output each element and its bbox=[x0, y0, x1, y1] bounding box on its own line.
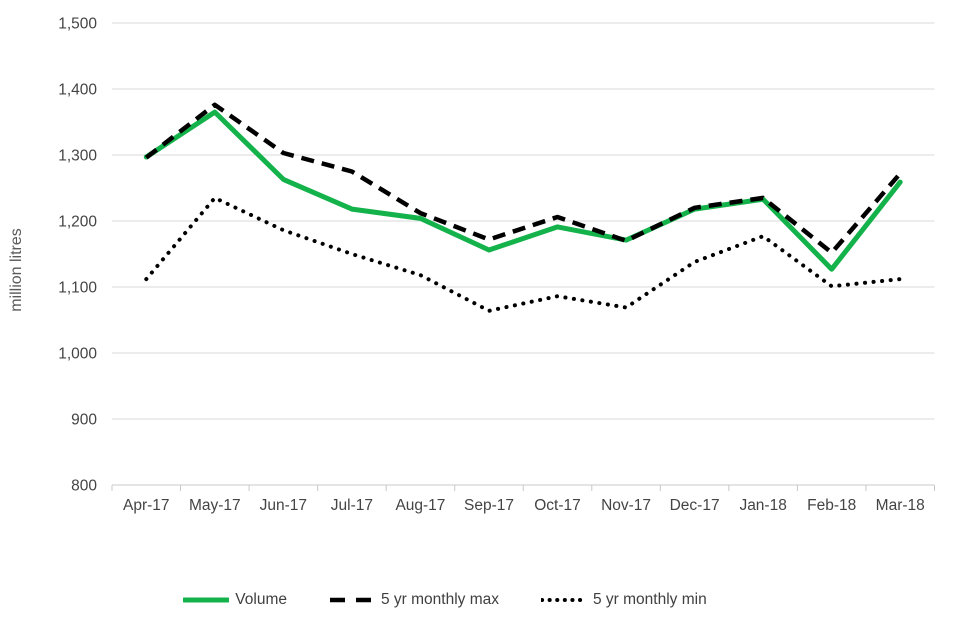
x-tick-label: Jul-17 bbox=[331, 497, 373, 514]
y-tick-label: 1,000 bbox=[58, 346, 97, 363]
y-tick-label: 900 bbox=[71, 412, 97, 429]
series-line-5-yr-monthly-max bbox=[144, 102, 902, 255]
legend-item-volume: Volume bbox=[183, 591, 287, 609]
x-tick-label: Aug-17 bbox=[395, 497, 445, 514]
x-tick-label: Apr-17 bbox=[123, 497, 170, 514]
x-tick-label: Sep-17 bbox=[464, 497, 514, 514]
y-tick-label: 1,400 bbox=[58, 82, 97, 99]
x-tick-label: Mar-18 bbox=[876, 497, 925, 514]
legend-swatch-volume-icon bbox=[183, 597, 230, 603]
axis-labels: 800 900 1,000 1,100 1,200 1,300 1,400 1,500 Apr-… bbox=[58, 16, 925, 515]
x-tick-label: Feb-18 bbox=[807, 497, 856, 514]
legend-item-max: 5 yr monthly max bbox=[329, 591, 499, 609]
legend-label-min: 5 yr monthly min bbox=[593, 591, 707, 608]
y-tick-label: 1,300 bbox=[58, 148, 97, 165]
series-line-5-yr-monthly-min bbox=[144, 195, 903, 313]
y-tick-label: 1,500 bbox=[58, 16, 97, 33]
y-axis-title: million litres bbox=[8, 228, 25, 312]
x-tick-label: Jan-18 bbox=[739, 497, 786, 514]
x-tick-label: Dec-17 bbox=[670, 497, 720, 514]
series-line-volume bbox=[143, 109, 903, 272]
chart-legend: Volume 5 yr monthly max 5 yr monthly min bbox=[0, 591, 925, 609]
legend-item-min: 5 yr monthly min bbox=[541, 591, 707, 609]
x-tick-label: Oct-17 bbox=[534, 497, 581, 514]
legend-swatch-min-icon bbox=[541, 598, 587, 602]
y-tick-label: 1,100 bbox=[58, 280, 97, 297]
x-tick-label: Nov-17 bbox=[601, 497, 651, 514]
y-tick-label: 1,200 bbox=[58, 214, 97, 231]
x-tick-label: May-17 bbox=[189, 497, 241, 514]
legend-swatch-max-icon bbox=[329, 597, 374, 603]
legend-label-volume: Volume bbox=[235, 591, 287, 608]
gridlines bbox=[111, 22, 935, 491]
y-tick-label: 800 bbox=[71, 478, 97, 495]
legend-label-max: 5 yr monthly max bbox=[380, 591, 499, 608]
x-tick-label: Jun-17 bbox=[260, 497, 307, 514]
